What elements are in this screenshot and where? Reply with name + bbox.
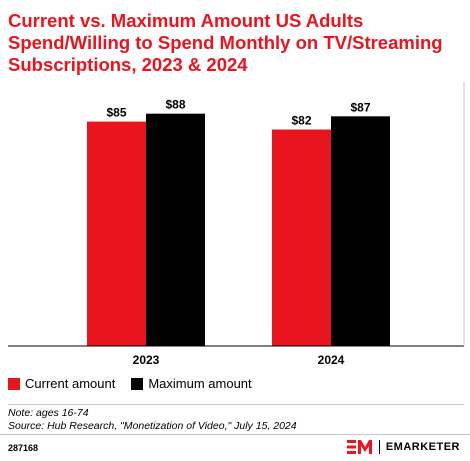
bars-group — [87, 113, 390, 347]
bar-current-2024 — [272, 129, 331, 346]
chart-title: Current vs. Maximum Amount US Adults Spe… — [8, 10, 443, 75]
bar-chart: $85 $88 2023 $82 $87 2024 — [8, 82, 465, 367]
data-label-current-2023: $85 — [106, 106, 126, 120]
data-label-current-2024: $82 — [291, 114, 311, 128]
labels-group: $85 $88 2023 $82 $87 2024 — [106, 98, 370, 367]
legend: Current amount Maximum amount — [8, 376, 268, 391]
brand-separator — [378, 440, 380, 454]
brand-name: EMARKETER — [385, 441, 460, 453]
bar-maximum-2024 — [331, 116, 390, 346]
notes: Note: ages 16-74 Source: Hub Research, "… — [8, 404, 464, 433]
data-label-maximum-2023: $88 — [165, 98, 185, 112]
footer: 287168 EMARKETER — [0, 434, 470, 461]
source-text: Source: Hub Research, "Monetization of V… — [8, 420, 297, 432]
x-tick-label-2023: 2023 — [133, 353, 160, 367]
note-text: Note: ages 16-74 — [8, 407, 89, 419]
x-tick-label-2024: 2024 — [318, 353, 345, 367]
brand: EMARKETER — [346, 439, 460, 455]
bar-maximum-2023 — [146, 113, 205, 347]
bar-current-2023 — [87, 121, 146, 346]
legend-item-current: Current amount — [8, 376, 115, 391]
chart-id: 287168 — [8, 443, 39, 453]
legend-item-maximum: Maximum amount — [131, 376, 252, 391]
em-logo-icon — [346, 440, 372, 454]
legend-label-maximum: Maximum amount — [148, 376, 252, 391]
legend-label-current: Current amount — [25, 376, 116, 391]
legend-swatch-maximum — [131, 377, 144, 390]
legend-swatch-current — [8, 377, 20, 390]
data-label-maximum-2024: $87 — [350, 100, 370, 114]
